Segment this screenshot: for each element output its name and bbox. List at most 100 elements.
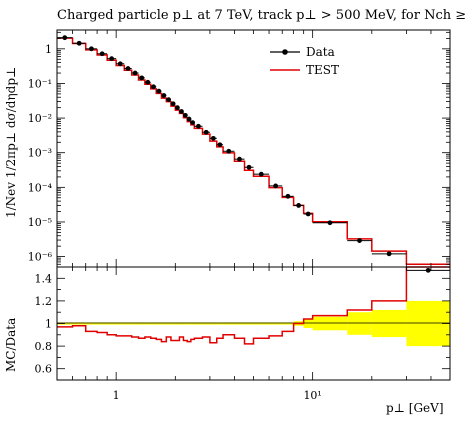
ratio-tick-label: 0.8 [35, 340, 53, 353]
band-bin-22 [209, 322, 217, 325]
main-panel: 1 10⁻¹ 10⁻² 10⁻³ 10⁻⁴ 10⁻⁵ 10⁻⁶ [28, 29, 451, 273]
band-bin-18 [187, 322, 191, 325]
mc-histogram [57, 37, 450, 266]
data-point-18 [186, 116, 192, 122]
data-uncertainty-band [57, 300, 450, 347]
band-bin-6 [124, 322, 132, 325]
x-axis-label: p⊥ [GeV] [386, 401, 444, 415]
data-point-13 [166, 97, 172, 103]
band-bin-24 [223, 322, 235, 325]
band-bin-31 [303, 318, 313, 329]
band-bin-28 [269, 322, 283, 325]
data-point-32 [327, 220, 333, 226]
legend: Data TEST [270, 45, 339, 77]
band-bin-9 [144, 322, 151, 325]
data-point-17 [182, 112, 188, 118]
data-point-26 [246, 164, 252, 170]
legend-data-label: Data [306, 45, 335, 59]
data-point-5 [117, 61, 123, 67]
band-bin-33 [347, 312, 372, 335]
data-point-16 [179, 109, 184, 114]
band-bin-34 [371, 309, 407, 338]
data-point-35 [425, 267, 431, 273]
y-tick-label: 10⁻⁶ [28, 251, 53, 264]
data-point-27 [258, 171, 264, 177]
data-point-10 [151, 84, 156, 90]
ratio-tick-label: 1.2 [35, 295, 53, 308]
y-tick-label: 10⁻² [28, 112, 52, 125]
ratio-tick-label: 1.4 [35, 272, 53, 285]
data-point-22 [210, 135, 216, 141]
band-bin-3 [97, 322, 108, 325]
data-point-4 [109, 56, 115, 62]
band-bin-10 [150, 322, 157, 325]
band-bin-4 [107, 322, 117, 325]
y-tick-label: 10⁻¹ [28, 77, 52, 90]
data-point-11 [156, 88, 162, 94]
ratio-tick-label: 0.6 [35, 363, 53, 376]
band-bin-7 [131, 322, 139, 325]
y-tick-label: 1 [45, 43, 52, 56]
legend-test-label: TEST [306, 63, 339, 77]
data-point-23 [217, 142, 223, 148]
band-bin-5 [116, 322, 125, 325]
y-tick-label: 10⁻³ [28, 147, 52, 160]
ratio-ticks: 1 10¹ 0.6 0.8 1 1.2 1.4 [35, 266, 451, 402]
main-ticks: 1 10⁻¹ 10⁻² 10⁻³ 10⁻⁴ 10⁻⁵ 10⁻⁶ [28, 30, 451, 268]
data-point-20 [196, 123, 201, 129]
band-bin-1 [72, 322, 86, 325]
x-tick-label: 10¹ [303, 389, 321, 402]
data-point-21 [203, 129, 209, 135]
band-bin-20 [194, 322, 203, 325]
data-point-12 [161, 93, 167, 98]
chart-title: Charged particle p⊥ at 7 TeV, track p⊥ >… [57, 8, 467, 23]
band-bin-2 [85, 322, 98, 325]
band-bin-14 [170, 322, 176, 325]
band-bin-32 [312, 316, 348, 331]
band-bin-12 [161, 322, 167, 325]
legend-data-marker [282, 49, 288, 55]
data-point-19 [190, 120, 196, 126]
data-point-33 [357, 238, 362, 243]
band-bin-13 [166, 322, 171, 325]
data-point-30 [296, 203, 302, 208]
band-bin-26 [244, 322, 254, 325]
data-point-15 [174, 105, 180, 111]
band-bin-29 [282, 322, 294, 325]
band-bin-16 [179, 322, 184, 325]
band-bin-21 [202, 322, 210, 325]
data-point-24 [226, 148, 232, 154]
band-bin-11 [156, 322, 162, 325]
y-tick-label: 10⁻⁵ [28, 216, 52, 229]
data-point-0 [62, 35, 68, 41]
main-series [57, 35, 450, 273]
data-point-14 [170, 101, 176, 107]
data-point-2 [89, 46, 94, 52]
data-point-25 [237, 156, 242, 162]
band-bin-19 [190, 322, 195, 325]
x-tick-label: 1 [113, 389, 120, 402]
band-bin-17 [183, 322, 188, 325]
band-bin-27 [253, 322, 270, 325]
data-point-8 [139, 75, 145, 81]
data-point-1 [76, 40, 82, 46]
data-point-31 [305, 211, 311, 217]
ratio-tick-label: 1 [45, 318, 52, 331]
band-bin-25 [234, 322, 245, 325]
ratio-series [57, 266, 450, 345]
data-point-9 [145, 79, 151, 85]
band-bin-8 [138, 322, 145, 325]
data-point-3 [99, 51, 105, 57]
ratio-panel: 1 10¹ 0.6 0.8 1 1.2 1.4 [35, 266, 451, 402]
mc-ratio-line [57, 266, 450, 345]
y-axis-label: 1/Nev 1/2πp⊥ dσ/dηdp⊥ [4, 67, 18, 218]
data-point-28 [273, 183, 279, 189]
data-point-6 [125, 66, 131, 71]
y-tick-label: 10⁻⁴ [28, 181, 53, 194]
band-bin-23 [216, 322, 224, 325]
data-point-7 [132, 70, 138, 76]
band-bin-15 [175, 322, 180, 325]
ratio-y-axis-label: MC/Data [4, 318, 18, 372]
data-point-34 [386, 251, 392, 257]
